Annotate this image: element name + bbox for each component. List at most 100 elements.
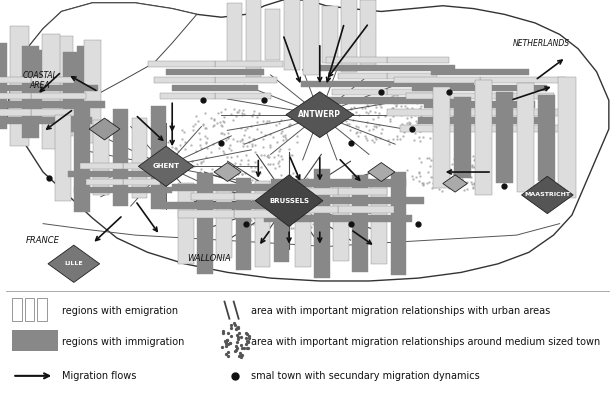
Point bbox=[253, 114, 263, 120]
Point bbox=[202, 135, 212, 141]
Point bbox=[381, 113, 391, 119]
Text: COASTAL
AREA: COASTAL AREA bbox=[23, 71, 57, 90]
Point bbox=[220, 119, 229, 126]
Point bbox=[426, 156, 435, 163]
Point bbox=[461, 164, 471, 171]
Point bbox=[402, 115, 411, 122]
Point bbox=[291, 200, 301, 206]
Point bbox=[226, 324, 236, 331]
Point bbox=[200, 154, 210, 160]
Point bbox=[392, 133, 402, 140]
Text: NETHERLANDS: NETHERLANDS bbox=[513, 38, 569, 47]
Point bbox=[477, 156, 487, 163]
Bar bbox=[178, 211, 234, 218]
Point bbox=[238, 107, 248, 113]
Point bbox=[221, 338, 231, 344]
Point bbox=[197, 159, 207, 166]
Bar bbox=[234, 192, 277, 200]
Point bbox=[223, 164, 232, 170]
Point bbox=[269, 154, 279, 160]
Point bbox=[277, 193, 287, 200]
Point bbox=[448, 116, 458, 123]
Point bbox=[430, 119, 440, 125]
Point bbox=[407, 98, 417, 104]
Point bbox=[262, 207, 272, 213]
Point bbox=[292, 207, 302, 213]
Polygon shape bbox=[6, 0, 609, 281]
Point bbox=[460, 171, 470, 177]
Point bbox=[249, 215, 259, 221]
Point bbox=[254, 110, 264, 116]
Bar bbox=[12, 298, 22, 321]
Point bbox=[370, 109, 380, 115]
Bar bbox=[338, 179, 406, 186]
Point bbox=[448, 170, 458, 176]
Bar bbox=[216, 189, 232, 258]
Point bbox=[252, 126, 262, 133]
Point bbox=[247, 143, 257, 150]
Point bbox=[287, 206, 297, 212]
Point bbox=[264, 215, 274, 222]
Bar bbox=[227, 3, 242, 66]
Point bbox=[195, 168, 205, 175]
Point bbox=[236, 157, 246, 163]
Point bbox=[263, 161, 272, 167]
Point bbox=[276, 130, 286, 136]
Point bbox=[188, 164, 197, 170]
Point bbox=[242, 125, 252, 131]
Point bbox=[248, 203, 258, 209]
Point bbox=[458, 175, 467, 182]
Point bbox=[223, 337, 232, 344]
Point bbox=[275, 188, 285, 195]
Point bbox=[232, 152, 242, 159]
Point bbox=[248, 194, 258, 200]
Bar bbox=[160, 93, 215, 99]
Point bbox=[430, 115, 440, 121]
Point bbox=[292, 139, 301, 146]
Point bbox=[414, 124, 424, 130]
Point bbox=[330, 205, 340, 211]
Point bbox=[244, 335, 254, 342]
Point bbox=[474, 169, 484, 176]
Point bbox=[470, 156, 480, 162]
Point bbox=[218, 148, 228, 154]
Point bbox=[424, 155, 434, 161]
Bar bbox=[475, 80, 492, 195]
Point bbox=[276, 172, 286, 178]
Point bbox=[253, 197, 263, 203]
Point bbox=[418, 134, 427, 141]
Bar bbox=[42, 34, 60, 149]
Point bbox=[264, 188, 274, 194]
Point bbox=[214, 145, 224, 152]
Point bbox=[277, 156, 287, 163]
Point bbox=[315, 178, 325, 184]
Point bbox=[282, 136, 292, 142]
Point bbox=[446, 167, 456, 173]
Bar bbox=[480, 69, 529, 75]
Bar bbox=[480, 85, 547, 91]
Point bbox=[417, 95, 427, 101]
Point bbox=[443, 182, 453, 189]
Point bbox=[228, 201, 237, 208]
Point bbox=[229, 192, 239, 199]
Bar bbox=[236, 178, 251, 269]
Point bbox=[253, 111, 263, 117]
Point bbox=[220, 150, 229, 156]
Bar bbox=[387, 65, 455, 71]
Point bbox=[242, 182, 252, 188]
Bar bbox=[80, 162, 123, 169]
Point bbox=[370, 101, 380, 107]
Polygon shape bbox=[138, 146, 194, 186]
Point bbox=[292, 133, 302, 140]
Point bbox=[233, 324, 243, 331]
Point bbox=[171, 145, 181, 151]
Point bbox=[276, 212, 285, 218]
Point bbox=[408, 176, 418, 182]
Bar bbox=[338, 206, 394, 213]
Point bbox=[339, 198, 349, 204]
Bar bbox=[480, 77, 566, 83]
Point bbox=[302, 186, 312, 193]
Point bbox=[341, 190, 351, 197]
Point bbox=[221, 340, 231, 346]
Point bbox=[371, 123, 381, 130]
